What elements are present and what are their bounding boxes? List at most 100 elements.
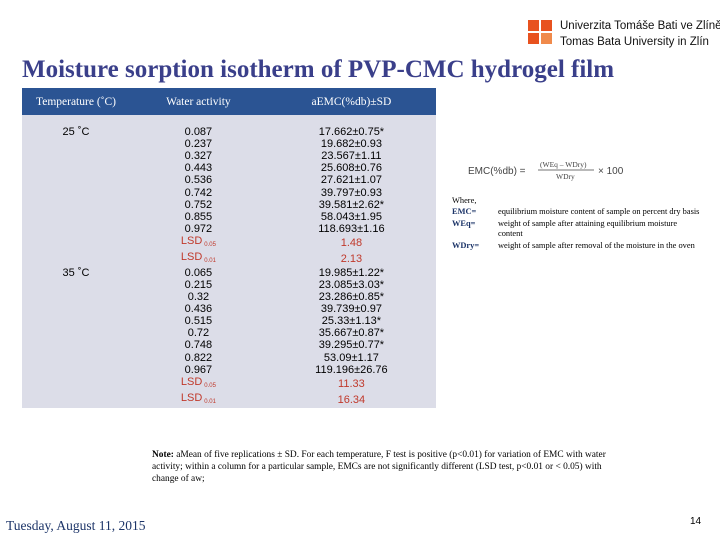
- table-row: 25 ˚C 0.087 17.662±0.75*: [22, 126, 436, 267]
- water-activity-cell: 0.436: [130, 303, 267, 316]
- emc-cell: 58.043±1.95: [266, 210, 436, 223]
- emc-cell: 25.33±1.13*: [266, 315, 436, 328]
- header-water-activity: Water activity: [130, 88, 267, 115]
- legend-text-emc: equilibrium moisture content of sample o…: [498, 207, 700, 216]
- water-activity-cell: 0.087: [130, 126, 267, 139]
- lsd-row: LSD 0.05 1.48: [22, 234, 436, 251]
- university-name: Univerzita Tomáše Bati ve Zlíně Tomas Ba…: [560, 18, 720, 50]
- table-note: Note: aMean of five replications ± SD. F…: [152, 449, 620, 485]
- legend-where: Where,: [452, 196, 477, 205]
- temperature-cell: 35 ˚C: [22, 266, 130, 408]
- lsd-row: LSD 0.05 11.33: [22, 375, 436, 392]
- lsd-label: LSD: [180, 375, 203, 388]
- water-activity-cell: 0.742: [130, 186, 267, 199]
- table-row: 35 ˚C 0.065 19.985±1.22*: [22, 266, 436, 408]
- table-header-row: Temperature (˚C) Water activity aEMC(%db…: [22, 88, 436, 115]
- table-body: 25 ˚C 0.087 17.662±0.75* 0.237 19.682±0.93 0.…: [22, 115, 436, 408]
- table-row: 0.855 58.043±1.95: [22, 210, 436, 223]
- legend-term-emc: EMC=: [452, 207, 477, 216]
- water-activity-cell: 0.72: [130, 327, 267, 340]
- page-number: 14: [690, 516, 702, 527]
- lsd-value-cell: 16.34: [266, 391, 436, 408]
- table-spacer-row: [22, 115, 436, 126]
- table-row: 0.752 39.581±2.62*: [22, 198, 436, 211]
- water-activity-cell: 0.327: [130, 150, 267, 163]
- emc-cell: 39.295±0.77*: [266, 339, 436, 352]
- university-name-line2: Tomas Bata University in Zlín: [560, 36, 709, 48]
- table-row: 0.436 39.739±0.97: [22, 303, 436, 316]
- emc-cell: 39.581±2.62*: [266, 198, 436, 211]
- table-row: 0.822 53.09±1.17: [22, 351, 436, 364]
- university-logo-icon: [528, 20, 552, 44]
- lsd-label-cell: LSD 0.05: [130, 375, 267, 392]
- sorption-table: Temperature (˚C) Water activity aEMC(%db…: [22, 88, 436, 408]
- university-logo: Univerzita Tomáše Bati ve Zlíně Tomas Ba…: [528, 16, 720, 52]
- emc-cell: 119.196±26.76: [266, 363, 436, 376]
- legend-item-emc: EMC= equilibrium moisture content of sam…: [452, 207, 702, 217]
- table-row: 0.443 25.608±0.76: [22, 162, 436, 175]
- legend-text-wdry: weight of sample after removal of the mo…: [498, 241, 695, 250]
- water-activity-cell: 0.752: [130, 198, 267, 211]
- note-text: aMean of five replications ± SD. For eac…: [152, 450, 606, 484]
- lsd-value-cell: 2.13: [266, 250, 436, 267]
- slide-title: Moisture sorption isotherm of PVP-CMC hy…: [22, 56, 615, 83]
- table-row: 0.72 35.667±0.87*: [22, 327, 436, 340]
- emc-cell: 19.985±1.22*: [266, 266, 436, 279]
- slide-date: Tuesday, August 11, 2015: [6, 518, 146, 533]
- table-row: 0.215 23.085±3.03*: [22, 278, 436, 292]
- header-emc: aEMC(%db)±SD: [266, 88, 436, 115]
- table-row: 0.515 25.33±1.13*: [22, 315, 436, 328]
- legend-item-weq: WEq= weight of sample after attaining eq…: [452, 219, 702, 239]
- lsd-row: LSD 0.01 2.13: [22, 250, 436, 267]
- lsd-label-cell: LSD 0.01: [130, 250, 267, 267]
- formula-lhs: EMC(%db) =: [468, 166, 526, 177]
- table-row: 0.32 23.286±0.85*: [22, 291, 436, 304]
- emc-cell: 39.797±0.93: [266, 186, 436, 199]
- table-row: 0.748 39.295±0.77*: [22, 339, 436, 352]
- water-activity-cell: 0.822: [130, 351, 267, 364]
- water-activity-cell: 0.972: [130, 222, 267, 235]
- emc-cell: 17.662±0.75*: [266, 126, 436, 139]
- lsd-value-cell: 1.48: [266, 234, 436, 251]
- table-row: 0.237 19.682±0.93: [22, 138, 436, 151]
- table-row: 0.327 23.567±1.11: [22, 150, 436, 163]
- water-activity-cell: 0.748: [130, 339, 267, 352]
- emc-cell: 19.682±0.93: [266, 138, 436, 151]
- legend-term-wdry: WDry=: [452, 241, 480, 250]
- water-activity-cell: 0.215: [130, 278, 267, 292]
- lsd-level: 0.01: [204, 398, 216, 405]
- emc-cell: 23.286±0.85*: [266, 291, 436, 304]
- note-label: Note:: [152, 450, 174, 460]
- emc-formula: EMC(%db) = (WEq – WDry) WDry × 100: [468, 160, 624, 181]
- table-row: 0.967 119.196±26.76: [22, 363, 436, 376]
- emc-cell: 118.693±1.16: [266, 222, 436, 235]
- formula-denominator: WDry: [556, 172, 575, 181]
- lsd-level: 0.05: [204, 241, 216, 248]
- water-activity-cell: 0.536: [130, 174, 267, 187]
- emc-cell: 27.621±1.07: [266, 174, 436, 187]
- table-row: 0.972 118.693±1.16: [22, 222, 436, 235]
- emc-cell: 25.608±0.76: [266, 162, 436, 175]
- university-name-line1: Univerzita Tomáše Bati ve Zlíně: [560, 20, 720, 32]
- table-row: 0.536 27.621±1.07: [22, 174, 436, 187]
- emc-cell: 23.085±3.03*: [266, 278, 436, 292]
- header-temperature: Temperature (˚C): [22, 88, 130, 115]
- lsd-label-cell: LSD 0.01: [130, 391, 267, 408]
- water-activity-cell: 0.237: [130, 138, 267, 151]
- lsd-label: LSD: [180, 234, 203, 247]
- water-activity-cell: 0.967: [130, 363, 267, 376]
- water-activity-cell: 0.855: [130, 210, 267, 223]
- water-activity-cell: 0.32: [130, 291, 267, 304]
- lsd-value-cell: 11.33: [266, 375, 436, 392]
- legend-term-weq: WEq=: [452, 219, 476, 228]
- legend-text-weq: weight of sample after attaining equilib…: [498, 219, 678, 238]
- temperature-cell: 25 ˚C: [22, 126, 130, 267]
- emc-cell: 23.567±1.11: [266, 150, 436, 163]
- lsd-level: 0.05: [204, 382, 216, 389]
- lsd-label: LSD: [180, 250, 203, 263]
- emc-cell: 39.739±0.97: [266, 303, 436, 316]
- water-activity-cell: 0.065: [130, 266, 267, 279]
- table-row: 0.742 39.797±0.93: [22, 186, 436, 199]
- emc-cell: 53.09±1.17: [266, 351, 436, 364]
- lsd-label: LSD: [180, 391, 203, 404]
